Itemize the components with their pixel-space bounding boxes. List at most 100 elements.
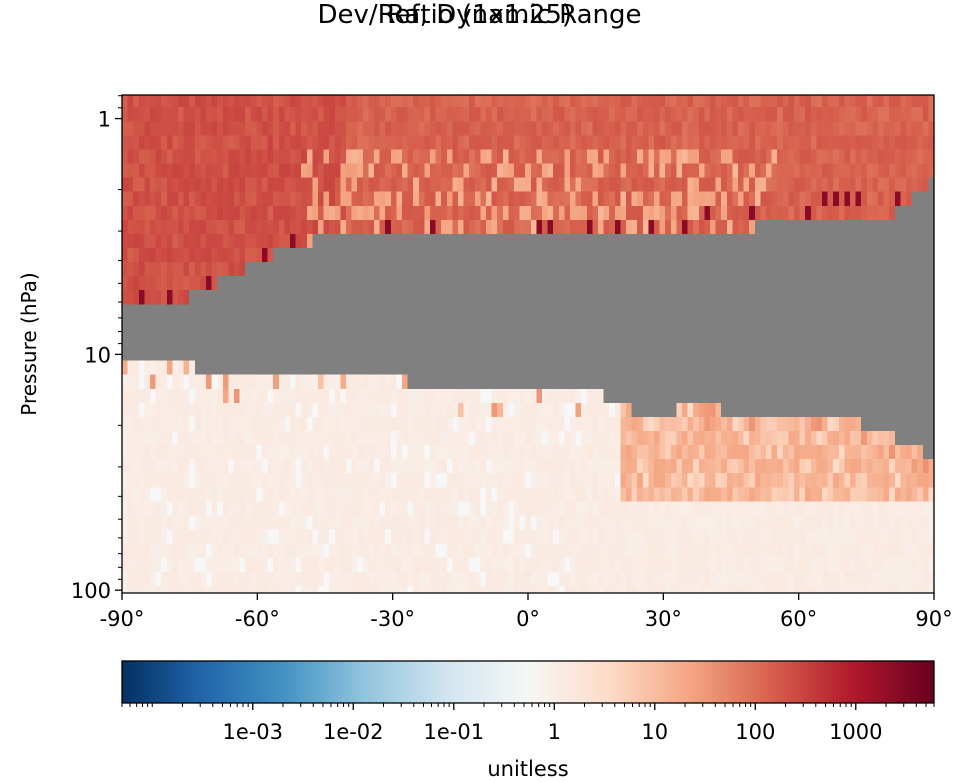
heatmap-cell	[178, 543, 185, 559]
heatmap-cell	[138, 135, 145, 151]
heatmap-cell	[844, 318, 851, 334]
heatmap-cell	[430, 515, 437, 531]
heatmap-cell	[570, 290, 577, 305]
heatmap-cell	[138, 177, 145, 193]
heatmap-cell	[385, 149, 392, 165]
heatmap-cell	[659, 515, 666, 531]
heatmap-cell	[446, 149, 453, 165]
heatmap-cell	[334, 585, 341, 593]
heatmap-cell	[402, 318, 409, 334]
heatmap-cell	[508, 149, 515, 165]
heatmap-cell	[441, 543, 448, 559]
heatmap-cell	[670, 473, 677, 488]
heatmap-cell	[631, 107, 638, 122]
heatmap-cell	[217, 332, 224, 348]
heatmap-cell	[766, 332, 773, 348]
heatmap-cell	[536, 332, 543, 348]
heatmap-cell	[810, 276, 817, 291]
heatmap-cell	[536, 571, 543, 587]
heatmap-cell	[480, 402, 487, 418]
heatmap-cell	[441, 402, 448, 418]
heatmap-cell	[452, 247, 459, 263]
heatmap-cell	[474, 346, 481, 362]
heatmap-cell	[183, 543, 190, 559]
heatmap-cell	[581, 501, 588, 517]
heatmap-cell	[592, 95, 599, 108]
heatmap-cell	[239, 585, 246, 593]
heatmap-cell	[726, 557, 733, 573]
heatmap-cell	[346, 107, 353, 122]
heatmap-cell	[329, 318, 336, 334]
heatmap-cell	[866, 135, 873, 151]
heatmap-cell	[284, 276, 291, 291]
heatmap-cell	[542, 585, 549, 593]
heatmap-cell	[760, 360, 767, 376]
heatmap-cell	[738, 416, 745, 432]
heatmap-cell	[228, 374, 235, 390]
heatmap-cell	[827, 177, 834, 193]
heatmap-cell	[592, 487, 599, 502]
heatmap-cell	[122, 107, 129, 122]
heatmap-cell	[564, 529, 571, 545]
heatmap-cell	[553, 543, 560, 559]
heatmap-cell	[810, 233, 817, 249]
heatmap-cell	[637, 332, 644, 348]
heatmap-cell	[474, 388, 481, 404]
heatmap-cell	[222, 487, 229, 502]
heatmap-cell	[194, 276, 201, 291]
heatmap-cell	[665, 571, 672, 587]
heatmap-cell	[273, 416, 280, 432]
heatmap-cell	[222, 233, 229, 249]
heatmap-cell	[133, 571, 140, 587]
heatmap-cell	[586, 571, 593, 587]
heatmap-cell	[267, 543, 274, 559]
heatmap-cell	[760, 543, 767, 559]
heatmap-cell	[726, 445, 733, 460]
heatmap-cell	[581, 473, 588, 488]
heatmap-cell	[598, 262, 605, 277]
heatmap-cell	[822, 107, 829, 122]
heatmap-cell	[295, 346, 302, 362]
heatmap-cell	[732, 95, 739, 108]
heatmap-cell	[284, 219, 291, 235]
heatmap-cell	[827, 318, 834, 334]
heatmap-cell	[172, 304, 179, 319]
heatmap-cell	[172, 515, 179, 531]
heatmap-cell	[278, 360, 285, 376]
heatmap-cell	[827, 571, 834, 587]
heatmap-cell	[654, 571, 661, 587]
heatmap-cell	[558, 149, 565, 165]
heatmap-cell	[346, 360, 353, 376]
heatmap-cell	[704, 459, 711, 474]
heatmap-cell	[368, 332, 375, 348]
heatmap-cell	[665, 304, 672, 319]
heatmap-cell	[144, 219, 151, 235]
heatmap-cell	[743, 276, 750, 291]
heatmap-cell	[122, 304, 129, 319]
heatmap-cell	[894, 304, 901, 319]
heatmap-cell	[670, 177, 677, 193]
heatmap-cell	[530, 374, 537, 390]
heatmap-cell	[838, 557, 845, 573]
heatmap-cell	[351, 276, 358, 291]
heatmap-cell	[570, 276, 577, 291]
heatmap-cell	[122, 95, 129, 108]
heatmap-cell	[491, 487, 498, 502]
heatmap-cell	[290, 529, 297, 545]
heatmap-cell	[514, 388, 521, 404]
heatmap-cell	[172, 219, 179, 235]
heatmap-cell	[687, 501, 694, 517]
heatmap-cell	[295, 473, 302, 488]
heatmap-cell	[474, 571, 481, 587]
heatmap-cell	[480, 247, 487, 263]
heatmap-cell	[396, 95, 403, 108]
heatmap-cell	[424, 557, 431, 573]
heatmap-cell	[827, 205, 834, 221]
heatmap-cell	[150, 332, 157, 348]
heatmap-cell	[211, 543, 218, 559]
heatmap-cell	[648, 501, 655, 517]
heatmap-cell	[581, 557, 588, 573]
heatmap-cell	[676, 135, 683, 151]
heatmap-cell	[211, 346, 218, 362]
heatmap-cell	[648, 585, 655, 593]
